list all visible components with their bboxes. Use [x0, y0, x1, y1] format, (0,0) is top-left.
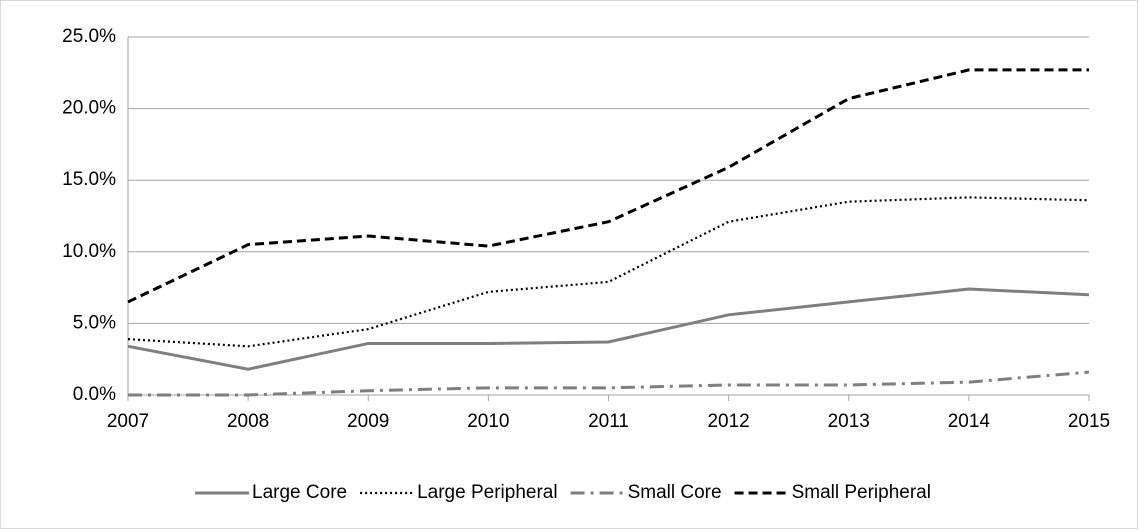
series-line — [127, 196, 1090, 348]
x-tick-label: 2011 — [588, 411, 629, 432]
y-tick-label: 25.0% — [62, 26, 116, 47]
x-tick-label: 2013 — [828, 411, 870, 432]
y-tick-label: 20.0% — [62, 98, 116, 119]
y-tick-label: 5.0% — [73, 312, 116, 333]
legend-label: Small Peripheral — [792, 482, 931, 503]
x-tick-label: 2009 — [347, 411, 389, 432]
series-line — [127, 68, 1089, 304]
y-tick-label: 0.0% — [73, 384, 116, 405]
legend-label: Large Core — [252, 482, 347, 503]
legend-label: Small Core — [628, 482, 722, 503]
x-tick-label: 2012 — [707, 411, 749, 432]
x-tick-label: 2015 — [1068, 411, 1110, 432]
x-tick-label: 2010 — [467, 411, 509, 432]
legend-label: Large Peripheral — [417, 482, 557, 503]
x-tick-label: 2007 — [107, 411, 149, 432]
series-line — [127, 287, 1090, 371]
y-tick-label: 10.0% — [62, 241, 116, 262]
x-tick-label: 2014 — [948, 411, 991, 432]
y-tick-label: 15.0% — [62, 169, 116, 190]
x-tick-label: 2008 — [227, 411, 269, 432]
